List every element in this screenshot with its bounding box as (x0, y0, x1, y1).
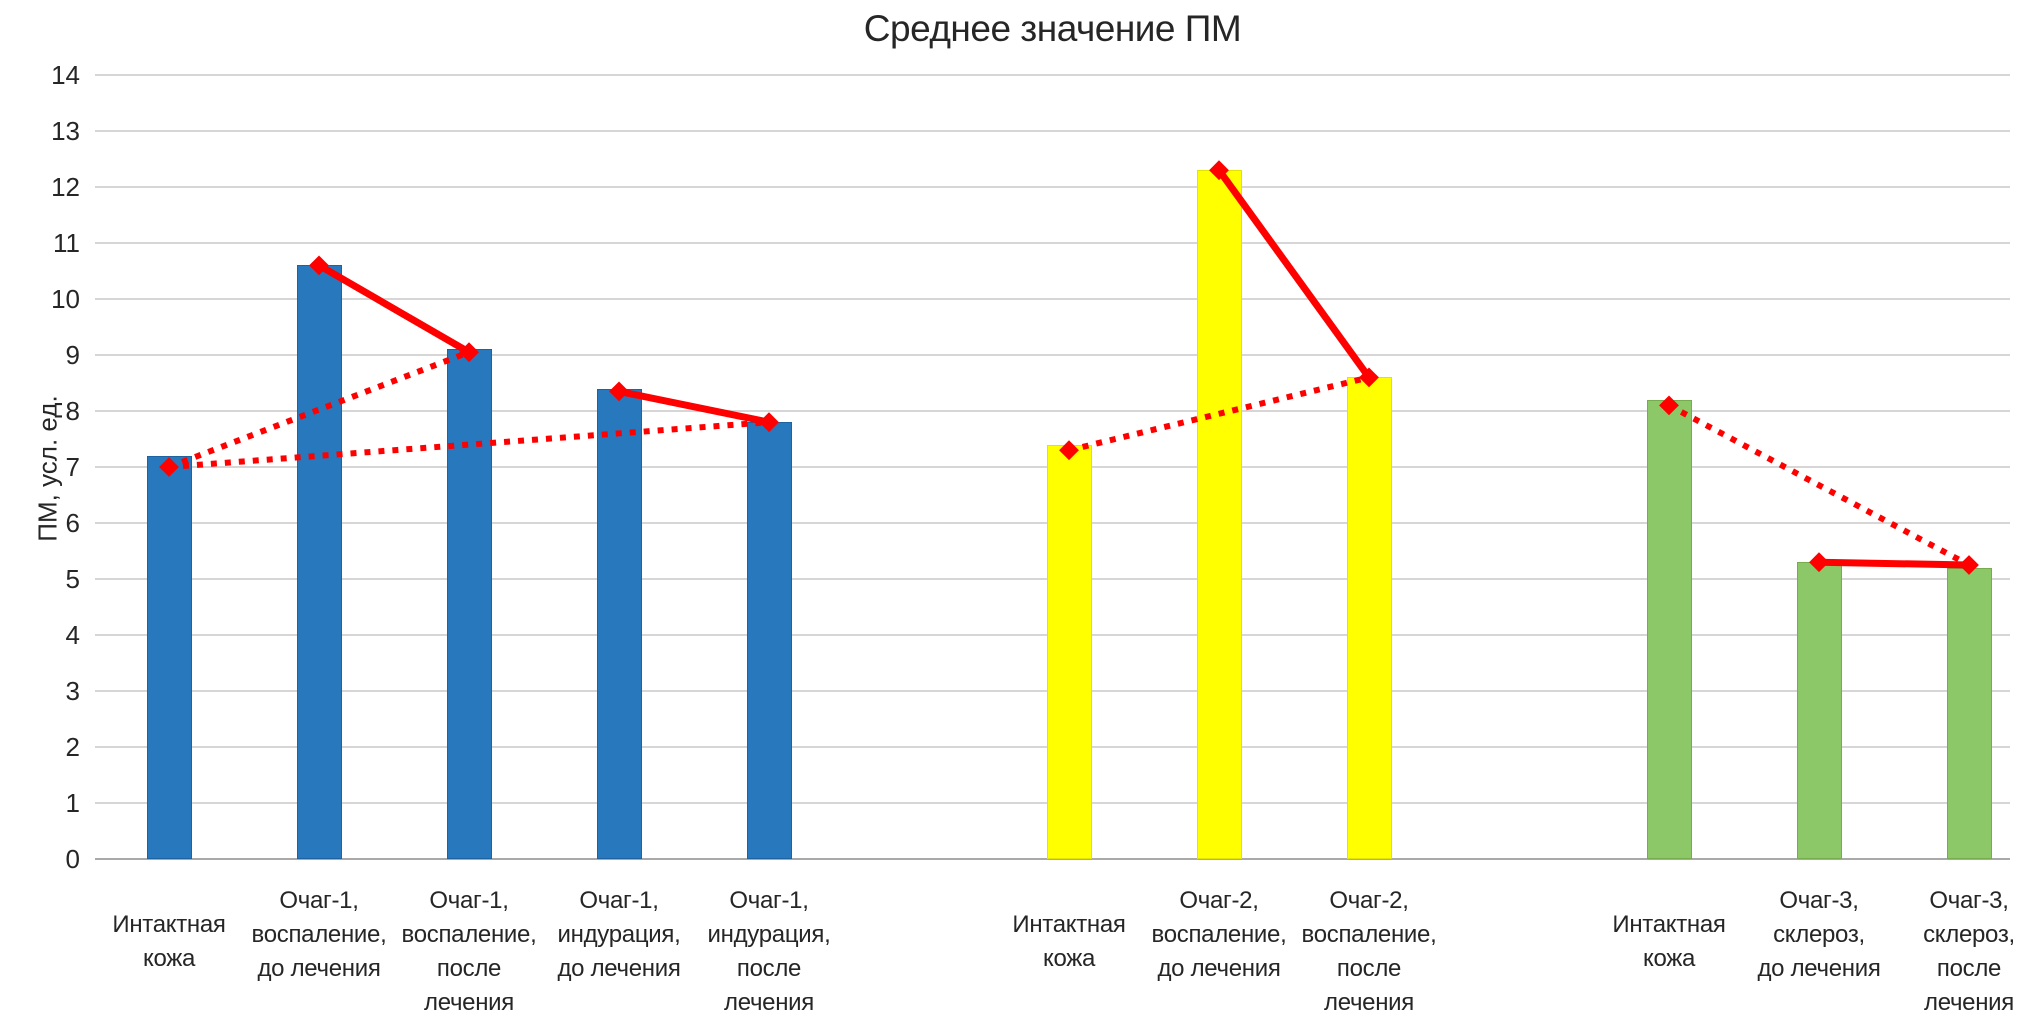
x-axis-label-line: Очаг-3, (1779, 887, 1859, 914)
x-axis-label-line: Интактная (1612, 911, 1726, 938)
x-axis-label-line: до лечения (557, 955, 681, 982)
y-tick-label: 14 (51, 60, 80, 90)
x-axis-baseline (95, 858, 2010, 860)
bar-11 (1796, 562, 1842, 859)
y-tick-label: 9 (65, 340, 80, 370)
x-axis-label-line: после (1336, 955, 1402, 982)
y-tick-label: 5 (65, 564, 80, 594)
gridline (95, 186, 2010, 188)
bar-0 (146, 455, 192, 859)
treatment-line-solid (317, 262, 471, 356)
y-tick-label: 7 (65, 452, 80, 482)
treatment-line-solid (1818, 558, 1970, 569)
x-axis-label: Интактная кожа (1589, 908, 1749, 976)
gridline (95, 242, 2010, 244)
x-axis-label-line: Очаг-3, (1929, 887, 2009, 914)
y-tick-label: 10 (51, 284, 80, 314)
x-axis-label: Очаг-1, индурация, до лечения (539, 884, 699, 986)
x-axis-label-line: индурация, (557, 921, 681, 948)
y-tick-label: 1 (65, 788, 80, 818)
x-axis-label-line: воспаление, (251, 921, 387, 948)
x-axis-label-line: воспаление, (401, 921, 537, 948)
x-axis-label-line: до лечения (1157, 955, 1281, 982)
x-axis-label-line: после (1936, 955, 2002, 982)
x-axis-label: Очаг-3, склероз, до лечения (1739, 884, 1899, 986)
x-axis-label-line: кожа (142, 945, 196, 972)
comparison-line-dotted (1667, 402, 1971, 568)
x-axis-label-line: Очаг-1, (729, 887, 809, 914)
y-tick-label: 2 (65, 732, 80, 762)
x-axis-label-line: лечения (1924, 989, 2014, 1014)
bar-8 (1346, 377, 1392, 859)
x-axis-label-line: кожа (1642, 945, 1696, 972)
x-axis-label-line: Очаг-2, (1179, 887, 1259, 914)
bar-1 (296, 265, 342, 859)
bar-4 (746, 422, 792, 859)
x-axis-label: Очаг-2, воспаление, после лечения (1289, 884, 1449, 1014)
bar-10 (1646, 399, 1692, 859)
x-axis-label: Очаг-3, склероз, после лечения (1889, 884, 2018, 1014)
treatment-line-solid (1216, 168, 1372, 380)
x-axis-label-line: Очаг-1, (579, 887, 659, 914)
y-tick-label: 3 (65, 676, 80, 706)
x-axis-label-line: воспаление, (1151, 921, 1287, 948)
bar-7 (1196, 170, 1242, 859)
x-axis-label: Интактная кожа (989, 908, 1149, 976)
treatment-line-solid (618, 387, 770, 426)
x-axis-label-line: воспаление, (1301, 921, 1437, 948)
x-axis-label-line: Интактная (1012, 911, 1126, 938)
x-axis-label: Интактная кожа (89, 908, 249, 976)
x-axis-label: Очаг-2, воспаление, до лечения (1139, 884, 1299, 986)
gridline (95, 354, 2010, 356)
y-tick-label: 11 (53, 228, 80, 258)
y-tick-label: 8 (65, 396, 80, 426)
y-tick-label: 12 (51, 172, 80, 202)
bar-2 (446, 349, 492, 859)
x-axis-label-line: лечения (1324, 989, 1414, 1014)
x-axis-label-line: до лечения (1757, 955, 1881, 982)
x-axis-label-line: Очаг-1, (429, 887, 509, 914)
gridline (95, 74, 2010, 76)
chart-title: Среднее значение ПМ (863, 8, 1242, 49)
x-axis-label: Очаг-1, воспаление, после лечения (389, 884, 549, 1014)
x-axis-label: Очаг-1, индурация, после лечения (689, 884, 849, 1014)
x-axis-label-line: лечения (424, 989, 514, 1014)
x-axis-label: Очаг-1, воспаление, до лечения (239, 884, 399, 986)
x-axis-label-line: после (736, 955, 802, 982)
y-tick-label: 4 (65, 620, 80, 650)
x-axis-label-line: до лечения (257, 955, 381, 982)
x-axis-label-line: Очаг-1, (279, 887, 359, 914)
x-axis-label-line: лечения (724, 989, 814, 1014)
gridline (95, 298, 2010, 300)
y-tick-label: 6 (65, 508, 80, 538)
x-axis-label-line: Интактная (112, 911, 226, 938)
bar-3 (596, 388, 642, 859)
y-tick-label: 13 (51, 116, 80, 146)
x-axis-label-line: склероз, (1773, 921, 1865, 948)
x-axis-label-line: кожа (1042, 945, 1096, 972)
x-axis-label-line: после (436, 955, 502, 982)
bar-12 (1946, 567, 1992, 859)
y-tick-label: 0 (65, 844, 80, 874)
x-axis-label-line: индурация, (707, 921, 831, 948)
gridline (95, 130, 2010, 132)
gridline (95, 410, 2010, 412)
x-axis-label-line: Очаг-2, (1329, 887, 1409, 914)
bar-6 (1046, 444, 1092, 859)
x-axis-label-line: склероз, (1923, 921, 2015, 948)
